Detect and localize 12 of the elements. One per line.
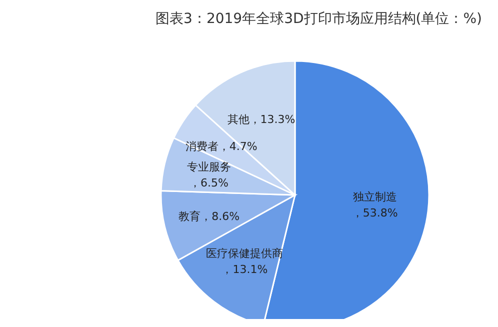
slice-label: 消费者 (185, 140, 218, 153)
data-label: ，4.7% (218, 140, 258, 153)
data-label: ，13.1% (222, 263, 268, 276)
slice-label: 教育 (178, 210, 201, 223)
slice-label: 专业服务 (187, 160, 232, 174)
data-label: ，6.5% (190, 176, 228, 190)
slice-label: 其他 (227, 113, 250, 126)
data-label: ，53.8% (352, 206, 398, 220)
slice-label: 独立制造 (352, 190, 397, 204)
data-label: ，13.3% (249, 113, 296, 126)
data-label: ，8.6% (200, 210, 240, 223)
chart-title: 图表3：2019年全球3D打印市场应用结构(单位：%) (156, 10, 482, 28)
